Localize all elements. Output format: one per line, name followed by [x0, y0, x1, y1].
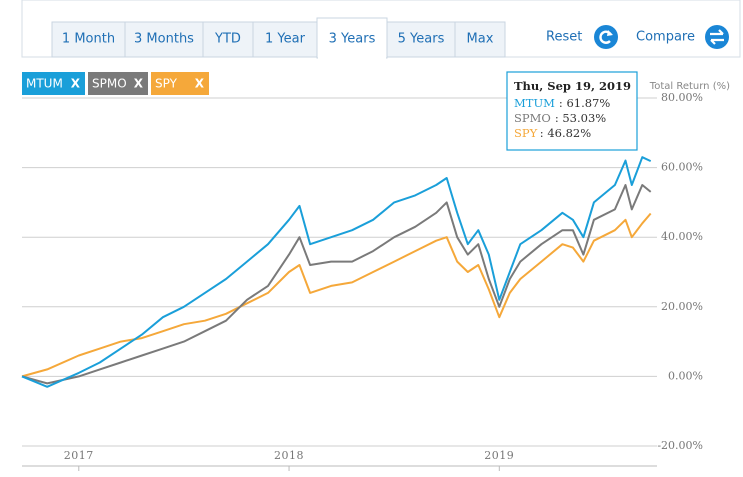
tooltip-value: : 46.82% [540, 126, 591, 140]
range-tab[interactable] [386, 21, 456, 58]
y-tick-label: 80.00% [661, 91, 703, 104]
y-tick-label: 0.00% [668, 369, 703, 382]
legend-remove[interactable]: X [71, 77, 81, 91]
y-tick-label: 40.00% [661, 230, 703, 243]
legend-label: SPY [155, 77, 178, 91]
range-tab-label[interactable]: YTD [214, 32, 241, 47]
legend-chip[interactable] [151, 72, 209, 95]
tooltip-entry: SPMO : 53.03% [514, 111, 606, 125]
tooltip-value: : 53.03% [555, 111, 606, 125]
reset-icon[interactable] [594, 25, 618, 49]
tooltip-title: Thu, Sep 19, 2019 [514, 79, 631, 93]
x-tick-label: 2019 [484, 449, 514, 462]
legend-chip[interactable] [22, 72, 85, 95]
series-line [21, 184, 652, 385]
tooltip-box [506, 71, 638, 151]
range-tab[interactable] [454, 21, 506, 58]
tooltip-entry: MTUM : 61.87% [514, 96, 610, 110]
range-tab-label[interactable]: 5 Years [398, 32, 445, 47]
legend-remove[interactable]: X [134, 77, 144, 91]
reset-button[interactable]: Reset [546, 30, 582, 45]
series-line [21, 156, 652, 388]
range-tab-gap [318, 55, 386, 59]
legend-remove[interactable]: X [195, 77, 205, 91]
range-tab-label[interactable]: Max [467, 32, 494, 47]
range-tab-label[interactable]: 1 Year [265, 32, 306, 47]
legend-label: SPMO [92, 77, 127, 91]
y-tick-label: 60.00% [661, 161, 703, 174]
range-tab-label[interactable]: 3 Months [134, 32, 194, 47]
compare-button[interactable]: Compare [636, 30, 695, 45]
tooltip-entry: SPY: 46.82% [514, 126, 591, 140]
tooltip-name: SPY [514, 126, 538, 140]
range-tab-label[interactable]: 3 Years [329, 32, 376, 47]
y-axis-title: Total Return (%) [649, 81, 730, 92]
legend-chip[interactable] [88, 72, 148, 95]
x-tick-label: 2018 [274, 449, 304, 462]
range-tab[interactable] [252, 21, 318, 58]
range-tabs: 1 Month 3 Months YTD 1 Year 3 Years 5 Years Ma… [51, 17, 506, 59]
x-tick-label: 2017 [64, 449, 94, 462]
range-tab[interactable] [124, 21, 204, 58]
legend-label: MTUM [26, 77, 63, 91]
range-tab[interactable] [51, 21, 126, 58]
y-tick-label: 20.00% [661, 300, 703, 313]
series-line [21, 212, 652, 378]
y-tick-label: -20.00% [657, 439, 703, 452]
tooltip-name: SPMO [514, 111, 551, 125]
tooltip-name: MTUM [514, 96, 555, 110]
range-tab[interactable] [202, 21, 254, 58]
range-tab-label[interactable]: 1 Month [62, 32, 115, 47]
compare-icon[interactable] [705, 25, 729, 49]
tooltip-value: : 61.87% [559, 96, 610, 110]
